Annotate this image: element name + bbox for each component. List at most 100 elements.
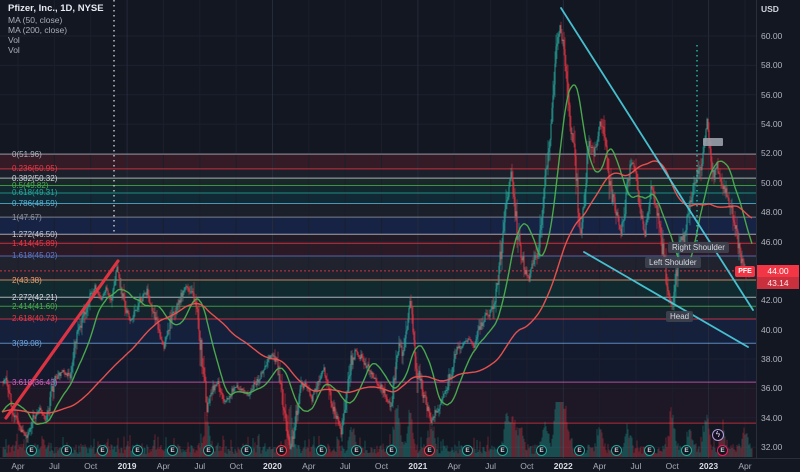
rising-trendline[interactable]: [4, 259, 120, 420]
earnings-icon[interactable]: E: [316, 445, 327, 456]
time-axis-label[interactable]: Jul: [630, 461, 642, 471]
earnings-icon[interactable]: E: [26, 445, 37, 456]
time-axis-label[interactable]: Oct: [520, 461, 534, 471]
fib-band: [0, 297, 756, 307]
fib-band: [0, 178, 756, 186]
earnings-icon[interactable]: E: [61, 445, 72, 456]
fib-band: [0, 306, 756, 319]
vertical-grid-years: [126, 0, 710, 458]
earnings-icon[interactable]: E: [97, 445, 108, 456]
earnings-icon[interactable]: E: [644, 445, 655, 456]
price-axis-label[interactable]: 48.00: [761, 207, 783, 218]
neckline[interactable]: [583, 251, 749, 348]
descending-trendline[interactable]: [560, 7, 754, 311]
last-price-label: 44.00: [757, 265, 799, 277]
earnings-icon[interactable]: E: [167, 445, 178, 456]
fib-level-label: 1.272(46.50): [12, 229, 58, 239]
earnings-icon[interactable]: E: [424, 445, 435, 456]
time-axis-label[interactable]: Apr: [156, 461, 171, 471]
fib-band: [0, 343, 756, 383]
fib-level-label: 2.272(42.21): [12, 292, 58, 302]
earnings-icon[interactable]: E: [203, 445, 214, 456]
fib-band: [0, 217, 756, 235]
time-axis-label[interactable]: Jul: [48, 461, 60, 471]
price-axis-label[interactable]: 36.00: [761, 383, 783, 394]
time-axis-label[interactable]: 2019: [117, 461, 137, 471]
time-axis-label[interactable]: Jul: [194, 461, 206, 471]
fib-level-label: 1.618(45.02): [12, 251, 58, 261]
pattern-label-right-shoulder[interactable]: Right Shoulder: [668, 242, 729, 253]
fib-band: [0, 193, 756, 204]
candle-bodies-up: [3, 25, 752, 449]
time-axis-label[interactable]: 2023: [699, 461, 719, 471]
fib-band: [0, 243, 756, 256]
fib-level-label: 0.382(50.32): [12, 173, 58, 183]
time-axis-label[interactable]: Apr: [302, 461, 316, 471]
fib-level-label: 2.414(41.60): [12, 301, 58, 311]
ma200-line[interactable]: [1, 160, 753, 414]
fib-band: [0, 319, 756, 344]
time-axis-label[interactable]: 2021: [408, 461, 428, 471]
price-axis-label[interactable]: 32.00: [761, 442, 783, 453]
fib-band: [0, 256, 756, 281]
fib-level-label: 0.236(50.95): [12, 164, 58, 174]
fib-level-label: 0(51.96): [12, 149, 42, 159]
earnings-icon[interactable]: E: [497, 445, 508, 456]
earnings-icon[interactable]: E: [574, 445, 585, 456]
time-axis-label[interactable]: Apr: [738, 461, 752, 471]
earnings-icon[interactable]: E: [681, 445, 692, 456]
fib-level-label: 2(43.38): [12, 275, 42, 285]
fib-band: [0, 203, 756, 217]
time-axis-label[interactable]: Jul: [339, 461, 351, 471]
price-axis-label[interactable]: 46.00: [761, 236, 783, 247]
time-axis-label[interactable]: Apr: [447, 461, 461, 471]
fib-level-label: 1.414(45.89): [12, 238, 58, 248]
price-axis-label[interactable]: 40.00: [761, 324, 783, 335]
candle-bodies-down: [2, 25, 753, 449]
upcoming-event-icon[interactable]: ϟ: [712, 429, 724, 441]
earnings-icon[interactable]: E: [351, 445, 362, 456]
fib-band: [0, 154, 756, 169]
earnings-icon[interactable]: E: [386, 445, 397, 456]
gray-marker-box[interactable]: [703, 138, 723, 146]
earnings-icon[interactable]: E: [462, 445, 473, 456]
price-axis-label[interactable]: 38.00: [761, 354, 783, 365]
earnings-icon[interactable]: E: [717, 445, 728, 456]
vertical-grid-quarters: [17, 0, 746, 458]
price-axis-label[interactable]: 60.00: [761, 31, 783, 41]
time-axis-label[interactable]: Oct: [665, 461, 679, 471]
secondary-price-label: 43.14: [757, 277, 799, 289]
fib-level-label: 3.618(36.43): [12, 377, 58, 387]
price-axis-label[interactable]: 54.00: [761, 119, 783, 130]
pattern-label-head[interactable]: Head: [666, 311, 694, 322]
earnings-icon[interactable]: E: [241, 445, 252, 456]
price-axis-label[interactable]: 42.00: [761, 295, 783, 306]
earnings-icon[interactable]: E: [276, 445, 287, 456]
time-axis-label[interactable]: Apr: [592, 461, 607, 471]
time-axis-label[interactable]: 2022: [553, 461, 573, 471]
pattern-label-left-shoulder[interactable]: Left Shoulder: [645, 257, 701, 268]
time-axis-label[interactable]: Oct: [84, 461, 98, 471]
horizontal-grid: [0, 35, 756, 448]
fib-band: [0, 168, 756, 179]
price-axis-label[interactable]: 52.00: [761, 148, 783, 159]
price-axis-label[interactable]: 58.00: [761, 60, 783, 71]
time-scale-border: [0, 458, 800, 459]
price-axis-label[interactable]: 56.00: [761, 89, 783, 100]
fib-band: [0, 234, 756, 244]
ma50-line[interactable]: [1, 84, 753, 425]
time-axis-label[interactable]: Oct: [229, 461, 243, 471]
price-axis-label[interactable]: 50.00: [761, 177, 783, 188]
time-axis-label[interactable]: Jul: [485, 461, 496, 471]
earnings-icon[interactable]: E: [611, 445, 622, 456]
earnings-icon[interactable]: E: [536, 445, 547, 456]
time-axis-label[interactable]: Oct: [374, 461, 389, 471]
time-axis-label[interactable]: 2020: [262, 461, 282, 471]
fib-level-label: 3(39.08): [12, 338, 42, 348]
price-axis-label[interactable]: 34.00: [761, 412, 783, 423]
earnings-icon[interactable]: E: [132, 445, 143, 456]
ticker-price-tag: PFE: [735, 266, 755, 277]
time-axis-label[interactable]: Apr: [11, 461, 25, 471]
